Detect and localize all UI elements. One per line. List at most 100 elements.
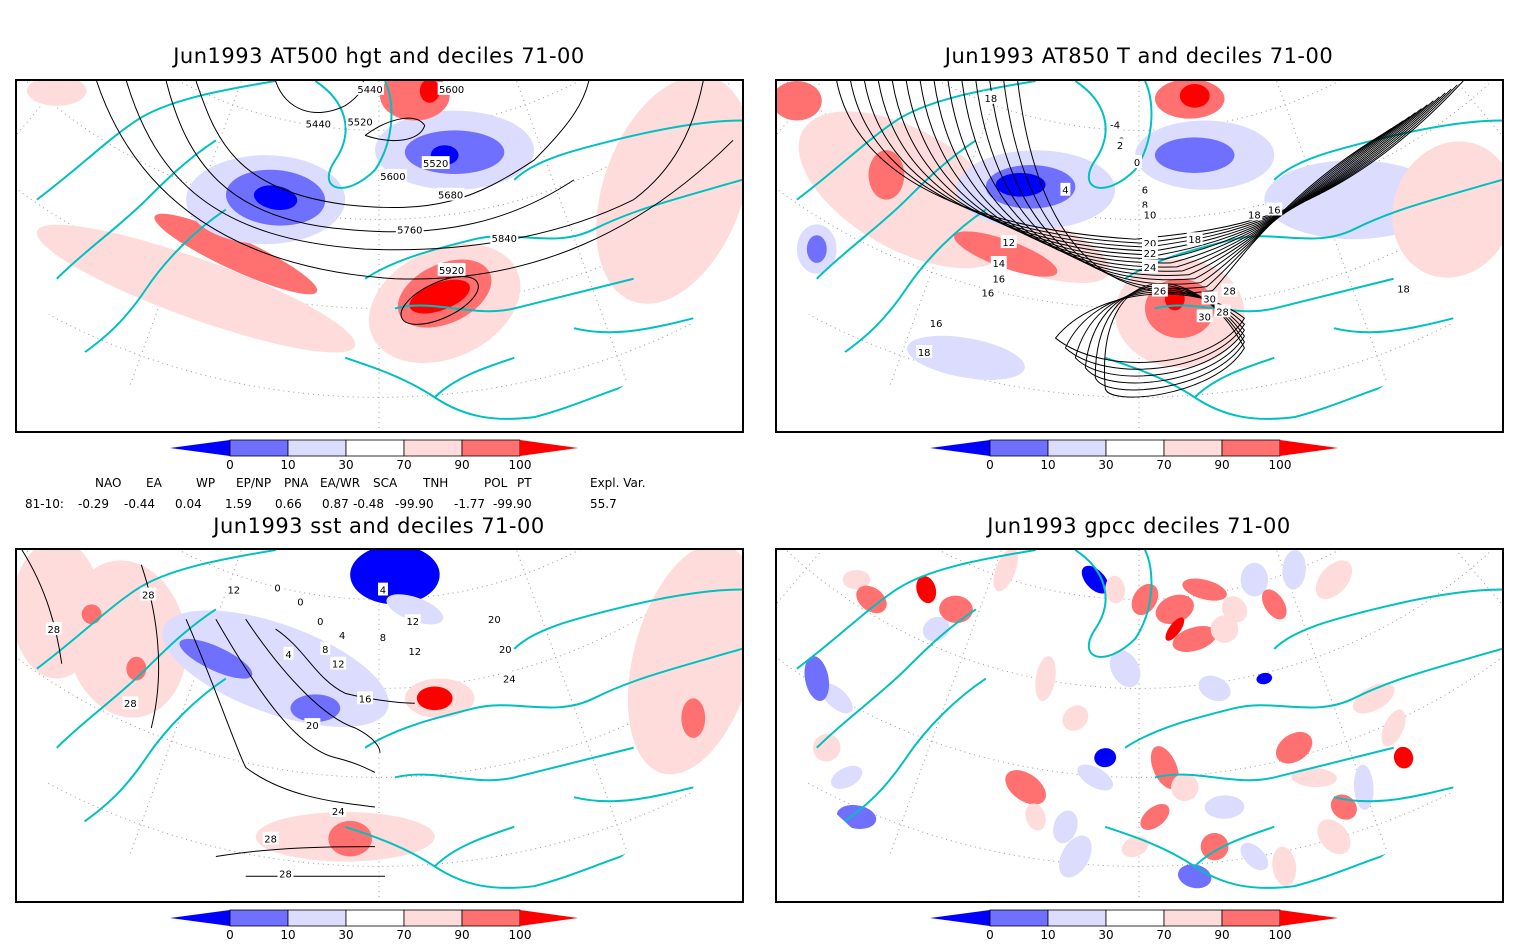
shade-precip-decile <box>1109 650 1141 688</box>
coastline <box>1074 550 1153 658</box>
index-value: -0.44 <box>124 497 156 511</box>
colorbar-segment <box>989 439 1049 457</box>
shade-below-normal <box>907 335 1025 380</box>
contour-label-bg <box>497 641 514 655</box>
contour-line <box>891 81 1440 256</box>
shade-high <box>954 231 1058 277</box>
colorbar-t850: 0 10 30 70 90 100 <box>930 436 1350 472</box>
contour-label: 5600 <box>380 172 405 183</box>
shade-precip-decile <box>1272 846 1297 887</box>
colorbar-tick-label: 30 <box>338 928 353 942</box>
contour-label: 24 <box>503 675 516 686</box>
shade-precip-decile <box>1165 617 1185 641</box>
contour-line <box>1084 287 1246 384</box>
colorbar-arrow-high <box>520 440 578 456</box>
colorbar-graphic: 0 10 30 70 90 100 <box>170 909 578 942</box>
colorbar-graphic: 0 10 30 70 90 100 <box>930 439 1338 472</box>
contour-line <box>96 81 734 280</box>
colorbar-arrow-low <box>170 440 230 456</box>
contour-label-bg <box>346 114 375 128</box>
index-value: 0.04 <box>175 497 202 511</box>
colorbar-segment <box>1047 439 1107 457</box>
shade-precip-decile <box>1317 819 1351 855</box>
contour-label-bg <box>1395 281 1412 295</box>
contour-label: 8 <box>322 645 328 656</box>
contour-label-bg <box>283 646 294 660</box>
contour-label: 20 <box>488 615 501 626</box>
contour-label: 5520 <box>423 159 448 170</box>
index-header: PNA <box>284 476 309 490</box>
contour-line <box>1104 283 1245 398</box>
panel-title-hgt500: Jun1993 AT500 hgt and deciles 71-00 <box>173 44 585 68</box>
contour-label: 5840 <box>492 234 517 245</box>
contour-label: 0 <box>297 597 303 608</box>
contour-line <box>975 81 1404 281</box>
contour-label-bg <box>304 718 321 731</box>
contour-line <box>850 81 1458 244</box>
contour-label: 18 <box>1248 210 1261 221</box>
contour-label: 0 <box>1134 158 1140 169</box>
contour-label-bg <box>437 81 466 95</box>
index-header: TNH <box>423 476 449 490</box>
contour-label-bg <box>436 187 465 201</box>
contour-label: 16 <box>982 289 995 300</box>
contour-line <box>275 81 364 114</box>
colorbar-segment <box>229 909 289 927</box>
contour-label-bg <box>315 614 326 628</box>
contour-label: 18 <box>918 348 931 359</box>
index-header: EA/WR <box>320 476 361 490</box>
contour-label-bg <box>916 344 933 358</box>
shade-precip-decile <box>836 804 877 829</box>
contour-label: 28 <box>124 699 137 710</box>
colorbar-tick-label: 10 <box>280 928 295 942</box>
contour-line <box>961 81 1410 276</box>
shade-precip-decile <box>1200 832 1229 861</box>
colorbar-tick-label: 30 <box>1098 458 1113 472</box>
colorbar-graphic: 0 10 30 70 90 100 <box>930 909 1338 942</box>
shade-precip-decile <box>1059 835 1092 878</box>
colorbar-segment <box>345 439 405 457</box>
contour-label-bg <box>979 285 996 299</box>
shade-high <box>777 81 822 121</box>
contour-line <box>1064 291 1246 370</box>
colorbar-tick-label: 70 <box>1156 928 1171 942</box>
contour-label: 4 <box>1062 186 1068 197</box>
contour-label-bg <box>404 614 421 628</box>
contour-label-bg <box>1201 291 1218 305</box>
contour-label: 12 <box>227 586 240 597</box>
index-value: -99.90 <box>395 497 434 511</box>
shade-precip-decile <box>1275 731 1313 764</box>
contour-label-bg <box>990 256 1007 269</box>
contour-label-bg <box>1060 182 1071 196</box>
contour-label-bg <box>1141 259 1158 273</box>
shade-high <box>681 698 706 738</box>
contour-line <box>125 81 704 251</box>
contour-label-bg <box>378 630 388 643</box>
contour-label-bg <box>357 691 374 705</box>
contour-label: 28 <box>142 590 155 601</box>
colorbar-tick-label: 100 <box>1269 458 1292 472</box>
contour-label-bg <box>990 271 1007 285</box>
colorbar-segment <box>403 439 463 457</box>
contour-label: 5600 <box>439 85 464 96</box>
contour-label: 5520 <box>347 118 372 129</box>
contour-label: 20 <box>499 645 512 656</box>
index-row-label: 81-10: <box>25 497 64 511</box>
contour-label-bg <box>1266 202 1283 216</box>
shade-precip-decile <box>1062 705 1089 731</box>
shade-precip-decile <box>812 733 841 762</box>
coastline <box>364 588 742 782</box>
panel-title-sst: Jun1993 sst and deciles 71-00 <box>213 514 545 538</box>
contour-label-bg <box>437 262 466 276</box>
shade-low <box>1154 137 1235 173</box>
contour-label: 22 <box>1144 249 1157 260</box>
colorbar-segment <box>287 909 347 927</box>
contour-label-bg <box>1141 246 1158 259</box>
contour-label-bg <box>1151 283 1168 297</box>
colorbar-tick-label: 30 <box>1098 928 1113 942</box>
contour-label: 0 <box>317 617 323 628</box>
map-panel-gpcc <box>775 548 1504 903</box>
contour-label-bg <box>406 643 423 657</box>
colorbar-segment <box>1105 439 1165 457</box>
colorbar-tick-label: 90 <box>1214 458 1229 472</box>
